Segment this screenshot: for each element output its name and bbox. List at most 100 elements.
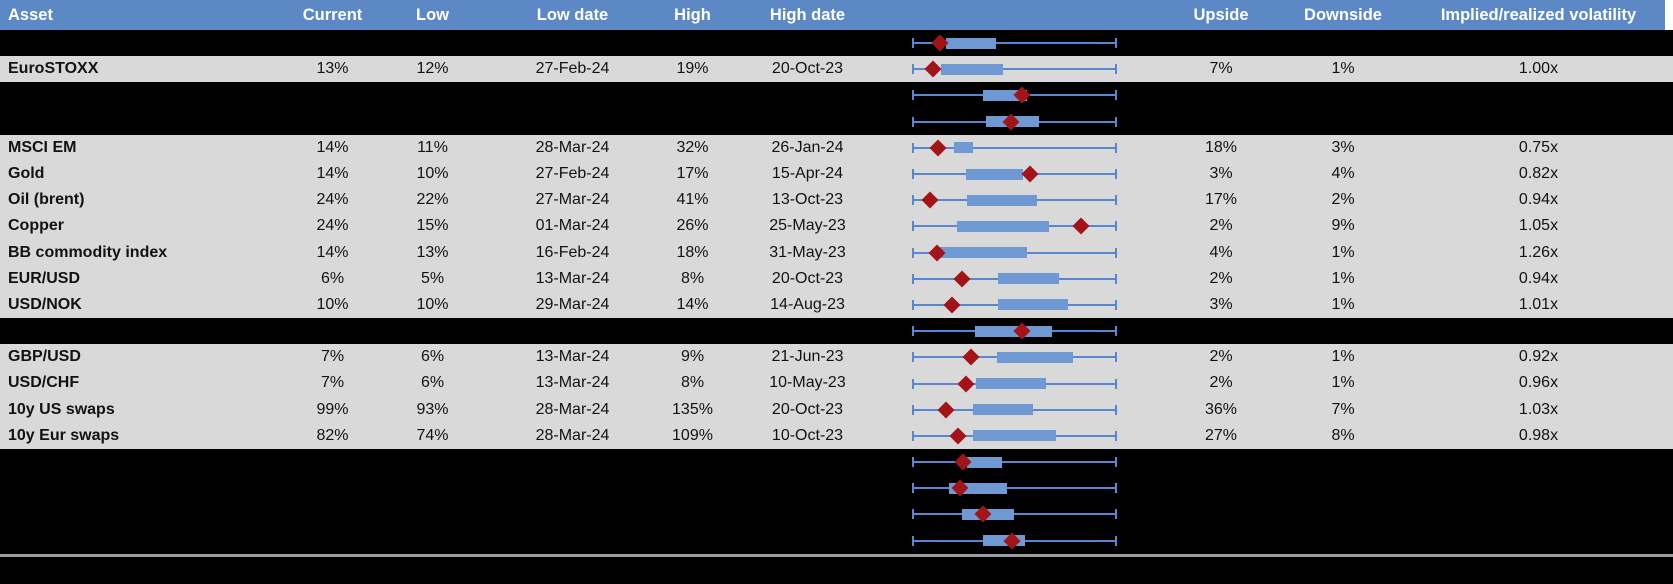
cell-high[interactable]: 9%	[680, 348, 705, 366]
cell-asset[interactable]: Gold	[8, 164, 45, 182]
cell-ratio[interactable]: 1.01x	[1518, 295, 1559, 313]
cell-current[interactable]: 24%	[316, 217, 349, 235]
cell-ratio[interactable]: 0.82x	[1518, 164, 1559, 182]
table-row[interactable]: 10y Eur swaps 82% 74% 28-Mar-24 109% 10-Oct-2…	[0, 422, 1673, 449]
cell-high[interactable]: 8%	[680, 269, 705, 287]
table-row[interactable]: EUR/USD 6% 5% 13-Mar-24 8% 20-Oct-23 2% 1% 0.94x	[0, 265, 1673, 292]
cell-asset[interactable]	[0, 318, 285, 344]
cell-ratio[interactable]: 1.26x	[1518, 243, 1559, 261]
cell-high[interactable]	[660, 109, 725, 135]
cell-upside[interactable]: 2%	[1209, 217, 1233, 235]
cell-low_date[interactable]	[485, 109, 660, 135]
masked-row[interactable]	[0, 501, 1673, 528]
cell-asset[interactable]	[0, 528, 285, 554]
cell-upside[interactable]: 17%	[1204, 191, 1238, 209]
cell-ratio[interactable]	[1404, 501, 1673, 527]
cell-ratio[interactable]: 0.96x	[1518, 374, 1559, 392]
cell-asset[interactable]	[0, 449, 285, 475]
cell-asset[interactable]: USD/CHF	[8, 374, 80, 392]
cell-asset[interactable]: Oil (brent)	[8, 191, 85, 209]
cell-high_date[interactable]	[725, 501, 890, 527]
cell-low_date[interactable]	[485, 528, 660, 554]
masked-row[interactable]	[0, 475, 1673, 502]
cell-ratio[interactable]	[1404, 475, 1673, 501]
cell-upside[interactable]: 2%	[1209, 348, 1233, 366]
cell-current[interactable]: 99%	[316, 400, 349, 418]
cell-high_date[interactable]: 20-Oct-23	[771, 400, 844, 418]
table-row[interactable]: USD/NOK 10% 10% 29-Mar-24 14% 14-Aug-23 3% 1% 1.…	[0, 291, 1673, 319]
cell-ratio[interactable]	[1404, 528, 1673, 554]
cell-high[interactable]: 17%	[676, 164, 709, 182]
cell-low[interactable]: 15%	[416, 217, 449, 235]
header-current[interactable]: Current	[302, 6, 363, 24]
cell-low[interactable]: 10%	[416, 295, 449, 313]
cell-asset[interactable]	[0, 475, 285, 501]
masked-row[interactable]	[0, 527, 1673, 554]
cell-high_date[interactable]: 25-May-23	[769, 217, 846, 235]
cell-ratio[interactable]: 0.92x	[1518, 348, 1559, 366]
cell-high_date[interactable]: 10-Oct-23	[771, 426, 844, 444]
cell-current[interactable]: 10%	[316, 295, 349, 313]
cell-ratio[interactable]	[1404, 30, 1673, 56]
cell-upside[interactable]	[1160, 30, 1282, 56]
cell-low[interactable]	[380, 318, 485, 344]
cell-ratio[interactable]: 0.98x	[1518, 426, 1559, 444]
cell-upside[interactable]	[1160, 82, 1282, 108]
cell-downside[interactable]	[1282, 82, 1404, 108]
cell-upside[interactable]	[1160, 528, 1282, 554]
cell-low[interactable]	[380, 501, 485, 527]
header-high-date[interactable]: High date	[769, 6, 846, 24]
cell-ratio[interactable]: 0.94x	[1518, 191, 1559, 209]
table-row[interactable]: BB commodity index 14% 13% 16-Feb-24 18% 31-M…	[0, 239, 1673, 266]
cell-current[interactable]	[285, 501, 380, 527]
cell-ratio[interactable]	[1404, 82, 1673, 108]
cell-ratio[interactable]: 1.00x	[1518, 60, 1559, 78]
cell-downside[interactable]: 7%	[1331, 400, 1355, 418]
cell-low[interactable]	[380, 528, 485, 554]
cell-current[interactable]	[285, 30, 380, 56]
cell-downside[interactable]: 1%	[1331, 295, 1355, 313]
cell-low_date[interactable]	[485, 30, 660, 56]
cell-high[interactable]: 32%	[676, 138, 709, 156]
cell-high_date[interactable]	[725, 528, 890, 554]
cell-upside[interactable]: 2%	[1209, 269, 1233, 287]
cell-high[interactable]: 19%	[676, 60, 709, 78]
cell-high_date[interactable]: 26-Jan-24	[771, 138, 844, 156]
table-row[interactable]: Gold 14% 10% 27-Feb-24 17% 15-Apr-24 3% 4% 0.82x	[0, 160, 1673, 188]
cell-downside[interactable]	[1282, 109, 1404, 135]
cell-high[interactable]	[660, 82, 725, 108]
masked-row[interactable]	[0, 449, 1673, 476]
cell-upside[interactable]	[1160, 318, 1282, 344]
cell-low[interactable]: 10%	[416, 164, 449, 182]
cell-high_date[interactable]: 31-May-23	[769, 243, 846, 261]
cell-upside[interactable]: 2%	[1209, 374, 1233, 392]
cell-asset[interactable]	[0, 109, 285, 135]
masked-row[interactable]	[0, 82, 1673, 109]
cell-high_date[interactable]: 15-Apr-24	[771, 164, 844, 182]
cell-upside[interactable]	[1160, 449, 1282, 475]
cell-current[interactable]	[285, 528, 380, 554]
cell-asset[interactable]: Copper	[8, 217, 64, 235]
cell-high[interactable]: 109%	[672, 426, 713, 444]
header-implied-realized-volatility[interactable]: Implied/realized volatility	[1440, 6, 1637, 24]
cell-low[interactable]: 5%	[420, 269, 445, 287]
masked-row[interactable]	[0, 318, 1673, 345]
cell-high_date[interactable]	[725, 318, 890, 344]
cell-downside[interactable]: 1%	[1331, 60, 1355, 78]
cell-current[interactable]: 24%	[316, 191, 349, 209]
cell-low_date[interactable]: 29-Mar-24	[535, 295, 610, 313]
cell-ratio[interactable]	[1404, 318, 1673, 344]
cell-current[interactable]: 7%	[320, 348, 345, 366]
cell-asset[interactable]	[0, 501, 285, 527]
cell-ratio[interactable]: 0.94x	[1518, 269, 1559, 287]
cell-current[interactable]	[285, 109, 380, 135]
cell-high[interactable]	[660, 475, 725, 501]
cell-low_date[interactable]	[485, 501, 660, 527]
cell-low[interactable]: 74%	[416, 426, 449, 444]
cell-high_date[interactable]	[725, 475, 890, 501]
cell-downside[interactable]: 1%	[1331, 269, 1355, 287]
cell-downside[interactable]	[1282, 318, 1404, 344]
cell-low[interactable]	[380, 30, 485, 56]
cell-low[interactable]	[380, 109, 485, 135]
cell-asset[interactable]: GBP/USD	[8, 348, 81, 366]
